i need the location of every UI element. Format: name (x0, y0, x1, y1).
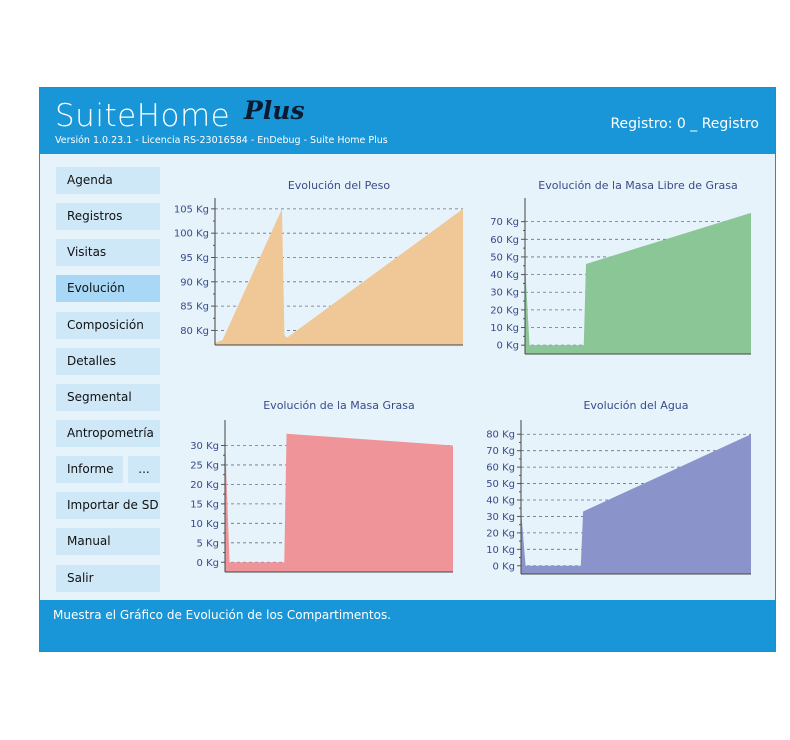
y-tick-label: 50 Kg (490, 252, 519, 263)
y-tick-label: 30 Kg (490, 288, 519, 299)
nav-manual-button[interactable]: Manual (56, 528, 160, 555)
y-tick-label: 25 Kg (190, 460, 219, 471)
y-tick-label: 85 Kg (180, 302, 209, 313)
series-area (521, 434, 751, 574)
y-tick-label: 70 Kg (486, 446, 515, 457)
y-tick-label: 60 Kg (486, 463, 515, 474)
y-tick-label: 95 Kg (180, 253, 209, 264)
y-tick-label: 30 Kg (190, 441, 219, 452)
series-area (225, 433, 453, 572)
registro-status[interactable]: Registro: 0 _ Registro (610, 116, 759, 132)
chart-agua-svg: Evolución del Agua 0 Kg 10 Kg 20 Kg 30 Kg 40 … (486, 399, 751, 575)
version-line: Versión 1.0.23.1 - Licencia RS-23016584 … (55, 135, 388, 146)
chart-peso: Evolución del Peso 80 Kg 85 Kg 90 Kg 95 Kg 10… (173, 166, 463, 376)
chart-title: Evolución de la Masa Grasa (263, 399, 415, 412)
y-tick-label: 60 Kg (490, 235, 519, 246)
y-tick-label: 80 Kg (486, 430, 515, 441)
nav-detalles-button[interactable]: Detalles (56, 348, 160, 375)
y-tick-label: 100 Kg (174, 229, 209, 240)
y-tick-label: 90 Kg (180, 277, 209, 288)
y-tick-label: 0 Kg (197, 558, 219, 569)
y-tick-label: 0 Kg (493, 561, 515, 572)
y-tick-label: 70 Kg (490, 217, 519, 228)
nav-composicion-button[interactable]: Composición (56, 312, 160, 339)
chart-peso-svg: Evolución del Peso 80 Kg 85 Kg 90 Kg 95 Kg 10… (174, 179, 463, 346)
chart-masa-libre-svg: Evolución de la Masa Libre de Grasa 0 Kg 1… (490, 179, 751, 355)
nav-importar-sd-button[interactable]: Importar de SD (56, 492, 160, 519)
y-tick-label: 10 Kg (190, 519, 219, 530)
y-tick-label: 10 Kg (490, 323, 519, 334)
status-message: Muestra el Gráfico de Evolución de los C… (53, 608, 392, 622)
app-title-suffix: Plus (244, 96, 305, 125)
y-tick-label: 0 Kg (497, 341, 519, 352)
y-tick-label: 15 Kg (190, 499, 219, 510)
y-tick-label: 105 Kg (174, 204, 209, 215)
chart-title: Evolución del Agua (583, 399, 688, 412)
nav-salir-button[interactable]: Salir (56, 565, 160, 592)
y-tick-label: 20 Kg (486, 528, 515, 539)
nav-segmental-button[interactable]: Segmental (56, 384, 160, 411)
chart-agua: Evolución del Agua 0 Kg 10 Kg 20 Kg 30 Kg 40 … (473, 386, 763, 596)
header-bar: SuiteHome Plus Versión 1.0.23.1 - Licenc… (40, 88, 775, 154)
y-tick-label: 80 Kg (180, 326, 209, 337)
y-tick-label: 40 Kg (486, 496, 515, 507)
nav-agenda-button[interactable]: Agenda (56, 167, 160, 194)
app-title: SuiteHome (55, 98, 231, 134)
chart-masa-grasa: Evolución de la Masa Grasa 0 Kg 5 Kg 10 Kg 1… (173, 386, 463, 596)
series-area (215, 208, 463, 345)
nav-visitas-button[interactable]: Visitas (56, 239, 160, 266)
y-tick-label: 20 Kg (490, 305, 519, 316)
chart-masa-grasa-svg: Evolución de la Masa Grasa 0 Kg 5 Kg 10 Kg 1… (190, 399, 453, 573)
status-bar: Muestra el Gráfico de Evolución de los C… (40, 600, 775, 651)
chart-title: Evolución de la Masa Libre de Grasa (538, 179, 737, 192)
y-tick-label: 10 Kg (486, 545, 515, 556)
informe-more-button[interactable]: ... (128, 456, 160, 483)
series-area (525, 212, 751, 354)
nav-evolucion-button[interactable]: Evolución (56, 275, 160, 302)
chart-masa-libre: Evolución de la Masa Libre de Grasa 0 Kg 1… (473, 166, 763, 376)
y-tick-label: 5 Kg (197, 538, 219, 549)
nav-registros-button[interactable]: Registros (56, 203, 160, 230)
y-tick-label: 40 Kg (490, 270, 519, 281)
y-tick-label: 20 Kg (190, 480, 219, 491)
app-window: SuiteHome Plus Versión 1.0.23.1 - Licenc… (39, 87, 776, 652)
nav-antropometria-button[interactable]: Antropometría (56, 420, 160, 447)
chart-title: Evolución del Peso (288, 179, 391, 192)
nav-informe-button[interactable]: Informe (56, 456, 123, 483)
charts-area: Evolución del Peso 80 Kg 85 Kg 90 Kg 95 Kg 10… (173, 166, 763, 598)
y-tick-label: 30 Kg (486, 512, 515, 523)
y-tick-label: 50 Kg (486, 479, 515, 490)
